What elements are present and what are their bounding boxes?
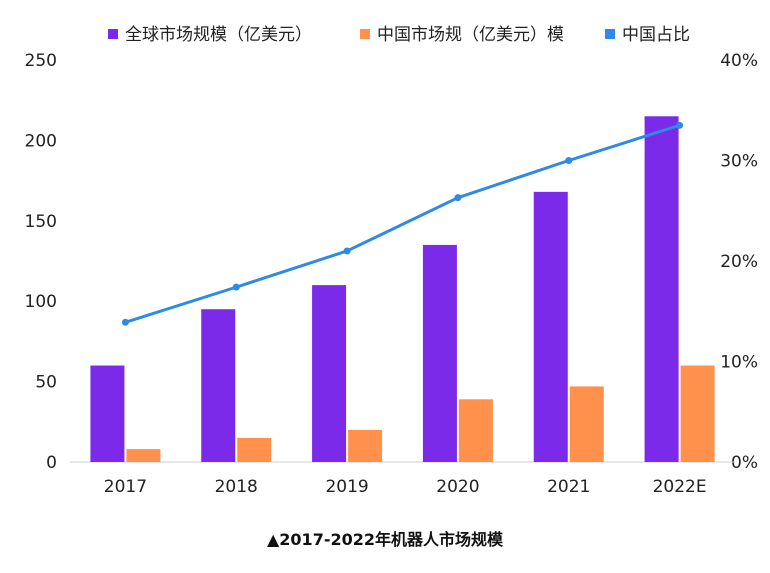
right-tick-label: 10% xyxy=(720,353,758,373)
bar-china xyxy=(237,437,272,462)
right-tick-label: 30% xyxy=(720,152,758,172)
x-tick-label: 2022E xyxy=(653,477,707,497)
legend-swatch xyxy=(108,29,118,39)
legend-swatch xyxy=(360,29,370,39)
bar-global xyxy=(201,309,236,462)
bar-china xyxy=(348,429,383,462)
x-axis-ticks: 2017 2018 2019 2020 2021 2022E xyxy=(104,477,707,497)
legend-label: 全球市场规模（亿美元） xyxy=(125,25,312,45)
bars xyxy=(90,116,715,462)
x-tick-label: 2017 xyxy=(104,477,147,497)
line-china-share xyxy=(124,123,681,324)
chart-caption: ▲2017-2022年机器人市场规模 xyxy=(266,530,503,549)
bar-global xyxy=(644,116,679,462)
left-tick-label: 0 xyxy=(46,453,57,473)
left-axis-ticks: 0 50 100 150 200 250 xyxy=(25,51,57,473)
x-tick-label: 2020 xyxy=(436,477,479,497)
bar-china xyxy=(458,399,493,462)
x-tick-label: 2018 xyxy=(215,477,258,497)
legend-label: 中国占比 xyxy=(622,25,690,45)
x-tick-label: 2021 xyxy=(547,477,590,497)
left-tick-label: 200 xyxy=(25,131,57,151)
bar-global xyxy=(533,191,568,462)
bar-global xyxy=(312,285,347,462)
right-tick-label: 20% xyxy=(720,252,758,272)
bar-china xyxy=(680,365,715,462)
legend: 全球市场规模（亿美元） 中国市场规（亿美元）模 中国占比 xyxy=(108,25,690,45)
line-point xyxy=(454,194,462,202)
left-tick-label: 150 xyxy=(25,212,57,232)
line-point xyxy=(343,247,351,255)
line-series xyxy=(121,121,684,326)
chart-svg: 全球市场规模（亿美元） 中国市场规（亿美元）模 中国占比 0 50 100 150 200 2… xyxy=(25,25,758,497)
bar-global xyxy=(422,244,457,462)
x-tick-label: 2019 xyxy=(325,477,368,497)
legend-swatch xyxy=(605,29,615,39)
bar-china xyxy=(569,386,604,462)
bar-china xyxy=(126,449,161,462)
right-axis-ticks: 0% 10% 20% 30% 40% xyxy=(720,51,758,473)
bar-global xyxy=(90,365,125,462)
right-tick-label: 0% xyxy=(731,453,758,473)
left-tick-label: 250 xyxy=(25,51,57,71)
line-point xyxy=(232,283,240,291)
left-tick-label: 100 xyxy=(25,292,57,312)
legend-label: 中国市场规（亿美元）模 xyxy=(377,25,564,45)
line-point xyxy=(121,318,129,326)
line-point xyxy=(565,157,573,164)
right-tick-label: 40% xyxy=(720,51,758,71)
left-tick-label: 50 xyxy=(35,373,57,393)
line-point xyxy=(676,121,684,129)
